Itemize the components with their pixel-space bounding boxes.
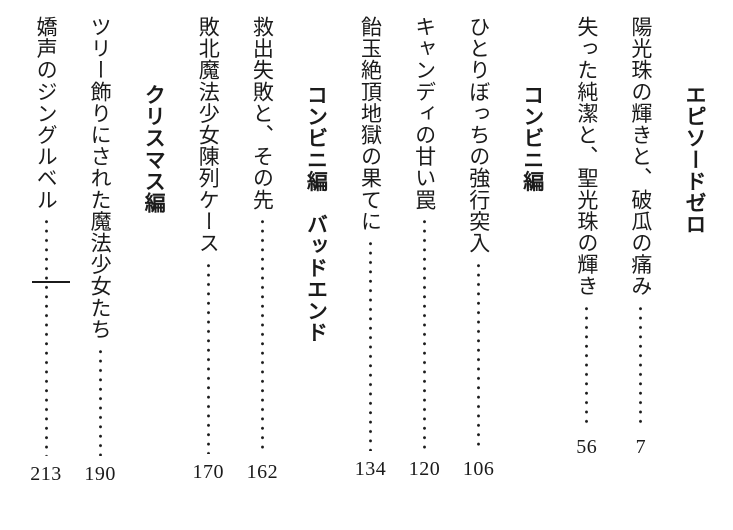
dot-leader (205, 260, 211, 454)
toc-entry-9: 嬌声のジングルベル 213 (24, 0, 68, 485)
dot-leader (43, 217, 49, 456)
dot-leader (476, 260, 482, 451)
entry-title: 嬌声のジングルベル (34, 16, 59, 211)
toc-entry-1: 陽光珠の輝きと、破瓜の痛み 7 (619, 0, 663, 458)
entry-title: 敗北魔法少女陳列ケース (196, 16, 221, 254)
toc-entry-4: キャンディの甘い罠 120 (403, 0, 447, 480)
toc-entry-5: 飴玉絶頂地獄の果てに 134 (348, 0, 392, 480)
section-header-convenience-store: コンビニ編 (511, 0, 555, 192)
entry-title: 飴玉絶頂地獄の果てに (358, 16, 383, 232)
dot-leader (422, 217, 428, 451)
dot-leader (367, 239, 373, 451)
entry-title: 陽光珠の輝きと、破瓜の痛み (628, 16, 653, 297)
toc-entry-8: ツリー飾りにされた魔法少女たち 190 (78, 0, 122, 485)
entry-title: ひとりぼっちの強行突入 (466, 16, 491, 254)
section-header-text: エピソードゼロ (683, 84, 707, 236)
entry-title: 救出失敗と、その先 (250, 16, 275, 211)
section-header-text: コンビニ編 バッドエンド (304, 84, 329, 344)
toc-entry-6: 救出失敗と、その先 162 (240, 0, 284, 483)
entry-page-number: 170 (192, 461, 224, 483)
entry-page-number: 56 (576, 436, 598, 458)
toc-entry-7: 敗北魔法少女陳列ケース 170 (186, 0, 230, 483)
entry-page-number: 106 (462, 458, 495, 480)
section-header-christmas: クリスマス編 (132, 0, 176, 214)
entry-page-number: 162 (246, 461, 279, 483)
section-header-episode-zero: エピソードゼロ (673, 0, 717, 235)
dot-leader (584, 303, 590, 429)
entry-title: キャンディの甘い罠 (412, 16, 437, 211)
dot-leader (638, 303, 644, 429)
toc-entry-2: 失った純潔と、聖光珠の輝き 56 (565, 0, 609, 458)
entry-page-number: 7 (635, 436, 647, 458)
entry-page-number: 190 (84, 463, 116, 485)
entry-page-number: 213 (30, 463, 62, 485)
toc-entry-3: ひとりぼっちの強行突入 106 (457, 0, 501, 480)
section-header-text: クリスマス編 (142, 84, 167, 214)
entry-page-number: 120 (408, 458, 441, 480)
dot-leader (97, 347, 103, 456)
section-header-text: コンビニ編 (520, 84, 545, 192)
dot-leader (259, 217, 265, 454)
horizontal-dash-mark (32, 281, 70, 283)
entry-title: 失った純潔と、聖光珠の輝き (574, 16, 599, 297)
entry-page-number: 134 (354, 458, 387, 480)
section-header-convenience-store-bad-end: コンビニ編 バッドエンド (294, 0, 338, 343)
entry-title: ツリー飾りにされた魔法少女たち (88, 16, 113, 340)
